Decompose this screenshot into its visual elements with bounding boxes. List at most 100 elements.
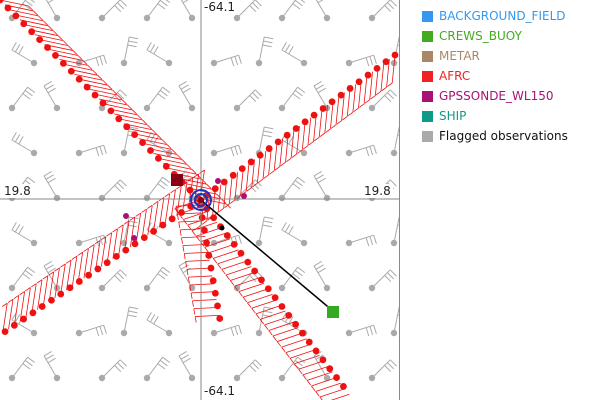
wind-barb-staff <box>101 269 121 289</box>
wind-barb-feather <box>397 44 399 46</box>
legend-item[interactable]: Flagged observations <box>422 126 600 146</box>
legend-item[interactable]: SHIP <box>422 106 600 126</box>
afrc-barb-feather <box>218 207 224 213</box>
wind-barb-feather <box>234 326 239 336</box>
afrc-observation <box>75 278 83 285</box>
wind-barb-feather <box>297 176 306 184</box>
wind-barb-feather <box>292 273 301 280</box>
feature-markers <box>123 174 339 318</box>
wind-barb-feather <box>159 269 168 277</box>
flagged-observation <box>178 350 196 382</box>
afrc-barb-staff <box>391 54 396 84</box>
afrc-observation <box>75 75 83 83</box>
afrc-barb-staff <box>181 236 206 239</box>
afrc-barb-feather <box>293 363 299 369</box>
afrc-barb-staff <box>358 80 362 109</box>
afrc-barb-staff <box>71 256 78 287</box>
wind-barb-feather <box>297 86 306 93</box>
afrc-observation <box>154 154 162 162</box>
afrc-barb-feather <box>129 216 136 221</box>
afrc-observation <box>301 118 309 126</box>
flagged-observation <box>98 269 127 292</box>
wind-barb-feather <box>317 87 326 94</box>
wind-barb-feather <box>315 264 324 270</box>
wind-barb-feather <box>22 93 31 100</box>
afrc-barb-feather <box>201 178 207 184</box>
afrc-observation <box>200 226 208 234</box>
wind-barb-feather <box>284 224 291 233</box>
wind-barb-feather <box>294 269 303 277</box>
legend-item[interactable]: AFRC <box>422 66 600 86</box>
afrc-barb-feather <box>364 99 370 104</box>
wind-barb-feather <box>281 42 287 51</box>
afrc-observation <box>205 252 213 259</box>
afrc-observation <box>140 234 148 241</box>
afrc-barb-staff <box>296 125 300 155</box>
afrc-observation <box>223 232 231 239</box>
observation-dot <box>8 284 16 292</box>
afrc-barb-staff <box>238 282 265 293</box>
afrc-barb-staff <box>352 84 357 113</box>
afrc-barb-staff <box>217 184 222 213</box>
afrc-observation <box>274 138 282 146</box>
afrc-barb-staff <box>369 71 373 100</box>
afrc-barb-staff <box>25 287 31 318</box>
afrc-barb-staff <box>289 349 316 359</box>
legend-swatch <box>422 70 433 82</box>
afrc-barb-staff <box>230 271 256 281</box>
afrc-barb-feather <box>289 357 295 364</box>
flagged-observation <box>120 306 139 337</box>
legend-label: GPSSONDE_WL150 <box>439 89 554 103</box>
afrc-observation <box>211 185 219 193</box>
flagged-observation <box>11 132 38 157</box>
afrc-barb-feather <box>117 94 123 100</box>
flagged-observation <box>8 86 36 112</box>
legend-item[interactable]: BACKGROUND_FIELD <box>422 6 600 26</box>
observation-dot <box>300 59 308 67</box>
flagged-observation <box>143 176 171 202</box>
wind-barb-feather <box>384 95 392 103</box>
afrc-observation <box>319 356 327 364</box>
afrc-barb-staff <box>158 158 187 165</box>
legend-label: AFRC <box>439 69 471 83</box>
observation-dot <box>300 239 308 247</box>
afrc-observation <box>251 267 259 275</box>
flagged-observation <box>278 266 306 292</box>
afrc-observation <box>247 158 255 166</box>
wind-barb-feather <box>18 46 24 55</box>
afrc-barb-staff <box>245 163 250 192</box>
afrc-barb-staff <box>8 299 14 330</box>
afrc-barb-feather <box>92 70 98 75</box>
wind-barb-feather <box>238 55 242 64</box>
afrc-observation <box>319 105 327 112</box>
wind-barb-feather <box>162 356 171 364</box>
wind-barb-feather <box>317 177 326 184</box>
afrc-barb-staff <box>100 236 107 267</box>
wind-barb-feather <box>99 146 104 156</box>
observation-dot <box>323 14 331 22</box>
wind-barb-feather <box>263 220 273 224</box>
afrc-barb-staff <box>39 39 69 46</box>
wind-barb-feather <box>119 359 127 367</box>
afrc-barb-feather <box>54 267 60 272</box>
observation-dot <box>120 59 128 67</box>
wind-barb-feather <box>365 57 370 67</box>
wind-barb-staff <box>213 54 239 64</box>
wind-barb-staff <box>178 85 193 109</box>
wind-barb-staff <box>123 306 130 334</box>
map-plot-area[interactable]: -64.1 -64.1 19.8 19.8 <box>0 0 400 400</box>
afrc-barb-staff <box>346 88 351 117</box>
flagged-observation <box>75 234 107 247</box>
afrc-barb-staff <box>133 133 163 141</box>
legend-item[interactable]: GPSSONDE_WL150 <box>422 86 600 106</box>
legend-item[interactable]: METAR <box>422 46 600 66</box>
metar-marker <box>171 174 183 186</box>
legend-item[interactable]: CREWS_BUOY <box>422 26 600 46</box>
wind-barb-feather <box>14 134 21 143</box>
wind-barb-feather <box>14 44 21 53</box>
afrc-barb-staff <box>147 205 153 236</box>
afrc-barb-staff <box>13 295 20 326</box>
afrc-barb-staff <box>54 267 60 298</box>
observation-dot <box>30 329 38 337</box>
wind-barb-feather <box>47 177 56 184</box>
